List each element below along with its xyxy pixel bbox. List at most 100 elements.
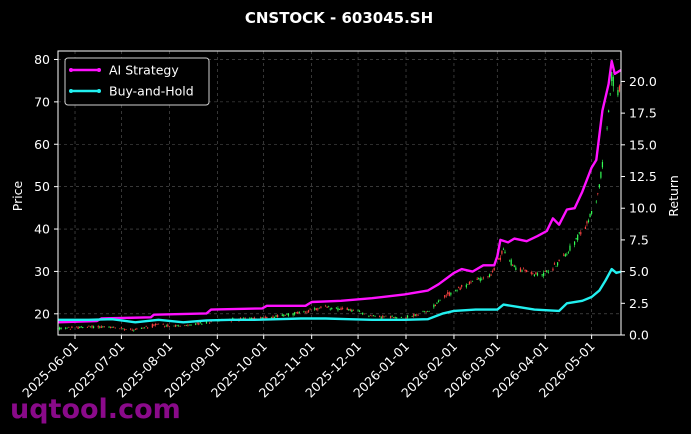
- candlestick: [468, 281, 471, 285]
- candle-body: [92, 326, 95, 329]
- candlestick: [284, 314, 286, 316]
- candlestick: [114, 327, 116, 329]
- candlestick: [123, 328, 126, 331]
- candlestick: [307, 309, 310, 313]
- candle-body: [532, 273, 534, 274]
- legend-box: [64, 57, 210, 106]
- candle-body: [591, 210, 593, 214]
- candlestick: [80, 325, 82, 328]
- candle-body: [385, 315, 387, 317]
- candlestick: [315, 307, 317, 311]
- candle-body: [145, 326, 147, 327]
- candlestick: [187, 323, 189, 327]
- candle-body: [546, 270, 548, 273]
- candle-body: [578, 232, 580, 234]
- candle-body: [69, 329, 71, 330]
- candlestick: [184, 324, 186, 327]
- candlestick: [416, 313, 418, 317]
- candlestick: [68, 326, 70, 328]
- candle-body: [450, 292, 452, 295]
- candle-body: [595, 201, 597, 203]
- candle-body: [567, 252, 570, 253]
- candle-body: [309, 308, 311, 310]
- candle-body: [606, 127, 608, 129]
- candle-body: [71, 326, 73, 328]
- candle-body: [349, 309, 351, 311]
- legend-marker-buy-and-hold: [97, 89, 101, 93]
- candle-body: [597, 193, 599, 194]
- candle-body: [380, 317, 382, 319]
- candlestick: [515, 265, 517, 271]
- candle-body: [120, 327, 123, 328]
- candle-body: [295, 311, 297, 313]
- candle-body: [190, 324, 192, 326]
- candle-body: [512, 264, 514, 266]
- candle-body: [244, 318, 246, 319]
- candle-body: [68, 327, 70, 328]
- candlestick: [488, 273, 491, 278]
- candlestick: [513, 264, 515, 268]
- candle-body: [584, 226, 587, 230]
- candle-body: [326, 306, 328, 308]
- candlestick: [309, 308, 311, 311]
- y-axis-right-ticks: 0.0 2.5 5.0 7.5 10.0 12.5 15.0 17.5 20.0: [621, 74, 657, 343]
- candle-body: [260, 317, 262, 319]
- candle-body: [372, 315, 375, 316]
- candle-body: [324, 305, 327, 307]
- candle-body: [499, 257, 501, 260]
- candle-body: [543, 272, 545, 276]
- candlestick: [564, 253, 566, 257]
- candle-body: [479, 278, 481, 281]
- candle-body: [521, 270, 523, 271]
- candle-body: [58, 327, 61, 330]
- candlestick: [522, 267, 525, 270]
- candlestick: [437, 299, 440, 303]
- candle-body: [108, 326, 110, 328]
- candle-body: [253, 317, 256, 320]
- candlestick: [89, 326, 92, 328]
- candle-body: [185, 325, 187, 326]
- candlestick: [504, 249, 506, 254]
- candle-body: [341, 307, 344, 309]
- candle-body: [79, 326, 81, 328]
- candle-body: [459, 287, 461, 290]
- candlestick: [434, 304, 436, 307]
- candle-body: [176, 325, 178, 327]
- candlestick: [577, 234, 579, 243]
- candle-body: [167, 324, 169, 327]
- candle-body: [487, 276, 489, 277]
- candle-body: [476, 278, 478, 280]
- candle-body: [287, 313, 290, 316]
- plot-frame: [57, 50, 622, 336]
- y2-tick-label: 5.0: [629, 264, 649, 279]
- y-tick-label: 70: [34, 94, 50, 109]
- candle-body: [196, 322, 198, 324]
- candle-body: [515, 267, 517, 270]
- candlestick: [140, 327, 143, 329]
- candle-body: [178, 325, 180, 327]
- candle-body: [80, 326, 82, 328]
- candle-body: [618, 85, 621, 92]
- candle-body: [416, 314, 418, 316]
- candle-body: [428, 311, 430, 312]
- candlestick: [436, 302, 438, 305]
- candle-body: [425, 311, 427, 313]
- candle-body: [436, 302, 438, 304]
- candle-body: [566, 254, 568, 255]
- candlestick: [359, 309, 361, 313]
- candlestick: [490, 273, 492, 276]
- candlestick: [445, 293, 447, 298]
- candlestick: [553, 261, 556, 265]
- candlestick: [587, 218, 590, 224]
- candle-body: [448, 292, 450, 296]
- candle-body: [266, 316, 268, 319]
- candlestick: [298, 311, 300, 314]
- candle-body: [195, 323, 197, 325]
- candlestick: [185, 324, 187, 327]
- candle-body: [86, 327, 88, 328]
- candlestick: [60, 327, 62, 330]
- candle-body: [297, 311, 299, 314]
- candlestick: [363, 313, 365, 315]
- candle-body: [434, 304, 436, 307]
- candlestick: [510, 258, 512, 267]
